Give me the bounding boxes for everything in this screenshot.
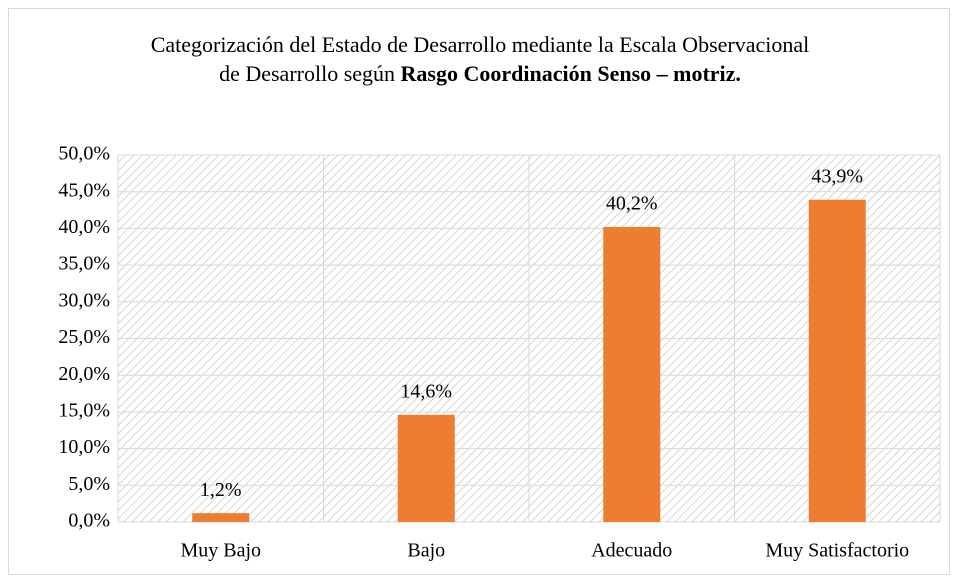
title-bold: Rasgo Coordinación Senso – motriz. (400, 61, 741, 86)
bar (808, 199, 866, 523)
y-tick-label: 25,0% (58, 326, 110, 348)
title-text: Categorización del Estado de Desarrollo … (150, 32, 810, 86)
x-tick-label: Muy Bajo (180, 540, 261, 562)
y-tick-label: 35,0% (58, 253, 110, 275)
y-tick-label: 20,0% (58, 363, 110, 385)
y-tick-label: 40,0% (58, 216, 110, 238)
value-label: 43,9% (811, 165, 863, 187)
value-label: 14,6% (400, 380, 452, 402)
chart-title: Categorización del Estado de Desarrollo … (150, 30, 810, 88)
y-tick-label: 5,0% (68, 473, 110, 495)
bar (603, 226, 661, 522)
x-tick-label: Muy Satisfactorio (765, 540, 909, 562)
bar (192, 513, 250, 522)
y-tick-label: 50,0% (58, 143, 110, 165)
bar (397, 414, 455, 522)
x-tick-label: Adecuado (591, 540, 672, 562)
y-tick-label: 30,0% (58, 289, 110, 311)
x-tick-label: Bajo (407, 540, 445, 562)
value-label: 1,2% (200, 479, 242, 501)
y-tick-label: 10,0% (58, 436, 110, 458)
y-tick-label: 45,0% (58, 179, 110, 201)
y-tick-label: 15,0% (58, 399, 110, 421)
value-label: 40,2% (606, 193, 658, 215)
y-tick-label: 0,0% (68, 510, 110, 532)
